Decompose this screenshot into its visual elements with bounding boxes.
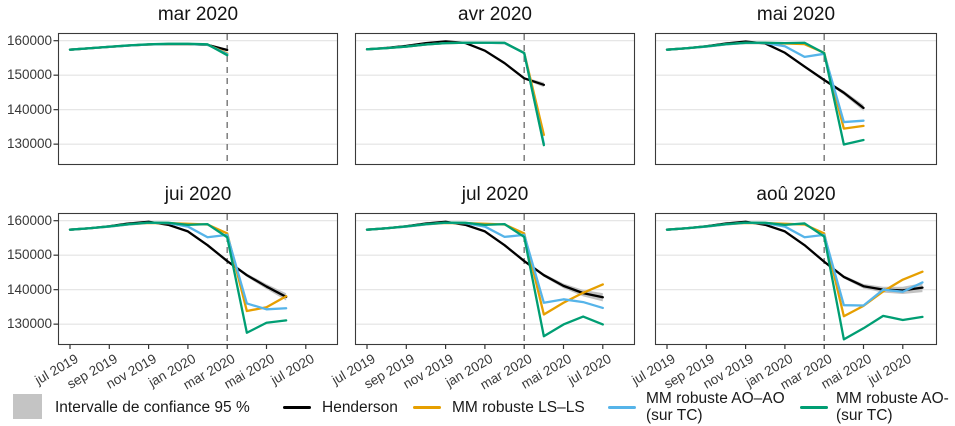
panel-border bbox=[654, 212, 938, 346]
facet-panel bbox=[53, 212, 339, 349]
x-axis-label: jul 2020 bbox=[864, 351, 914, 388]
y-axis-label: 150000 bbox=[6, 67, 52, 83]
series-mm-ls-ls bbox=[365, 41, 546, 136]
panel-border bbox=[57, 32, 339, 166]
confidence-band-swatch bbox=[13, 394, 42, 419]
legend-label-line1: MM robuste AO- bbox=[836, 390, 949, 407]
x-axis-label: jul 2020 bbox=[267, 351, 317, 388]
facet-title: avr 2020 bbox=[458, 4, 532, 25]
mm-ao-tc-line-swatch bbox=[800, 406, 828, 409]
mm-ao-ao-line-swatch bbox=[608, 406, 636, 409]
facet-panel bbox=[654, 32, 938, 166]
legend-label-line2: (sur TC) bbox=[836, 407, 893, 424]
series-mm-ao-ao bbox=[665, 221, 924, 307]
facet-title: jul 2020 bbox=[461, 184, 529, 205]
panel-border bbox=[57, 212, 339, 346]
series-mm-ao-tc bbox=[665, 221, 924, 341]
y-axis-label: 160000 bbox=[6, 212, 52, 228]
y-axis-label: 160000 bbox=[6, 32, 52, 48]
series-mm-ao-tc bbox=[665, 41, 865, 146]
y-axis-label: 140000 bbox=[6, 101, 52, 117]
x-axis-label: jul 2020 bbox=[564, 351, 614, 388]
facet-title: mar 2020 bbox=[157, 4, 239, 25]
y-axis-label: 130000 bbox=[6, 316, 52, 332]
henderson-line-swatch bbox=[283, 406, 311, 409]
legend-label-mm-ls-ls: MM robuste LS–LS bbox=[452, 399, 585, 416]
facet-panel bbox=[354, 212, 636, 349]
y-axis-label: 150000 bbox=[6, 247, 52, 263]
legend-label-mm-ao-tc: MM robuste AO- (sur TC) bbox=[836, 390, 949, 424]
legend-label-henderson: Henderson bbox=[322, 399, 398, 416]
legend-label-confidence: Intervalle de confiance 95 % bbox=[55, 399, 250, 416]
facet-title: aoû 2020 bbox=[756, 184, 836, 205]
series-mm-ao-ao bbox=[68, 221, 288, 311]
series-henderson bbox=[68, 220, 288, 299]
panel-border bbox=[354, 32, 636, 166]
series-mm-ao-tc bbox=[365, 41, 546, 147]
facet-title: jui 2020 bbox=[164, 184, 232, 205]
legend-label-mm-ao-ao: MM robuste AO–AO (sur TC) bbox=[646, 390, 785, 424]
legend-label-line2: (sur TC) bbox=[646, 407, 703, 424]
legend-label-line1: MM robuste AO–AO bbox=[646, 390, 785, 407]
y-axis-label: 130000 bbox=[6, 136, 52, 152]
series-mm-ao-tc bbox=[365, 221, 604, 338]
series-mm-ls-ls bbox=[68, 221, 288, 313]
y-axis-label: 140000 bbox=[6, 281, 52, 297]
series-mm-ao-ao bbox=[365, 41, 546, 145]
series-mm-ao-tc bbox=[68, 221, 288, 334]
facet-panel bbox=[354, 32, 636, 166]
facet-panel bbox=[654, 212, 938, 349]
series-mm-ao-tc bbox=[68, 42, 229, 57]
panel-border bbox=[354, 212, 636, 346]
facet-title: mai 2020 bbox=[756, 4, 836, 25]
facet-panel bbox=[53, 32, 339, 166]
series-mm-ao-ao bbox=[365, 221, 604, 310]
mm-ls-ls-line-swatch bbox=[413, 406, 441, 409]
panel-border bbox=[654, 32, 938, 166]
confidence-band bbox=[504, 245, 603, 302]
